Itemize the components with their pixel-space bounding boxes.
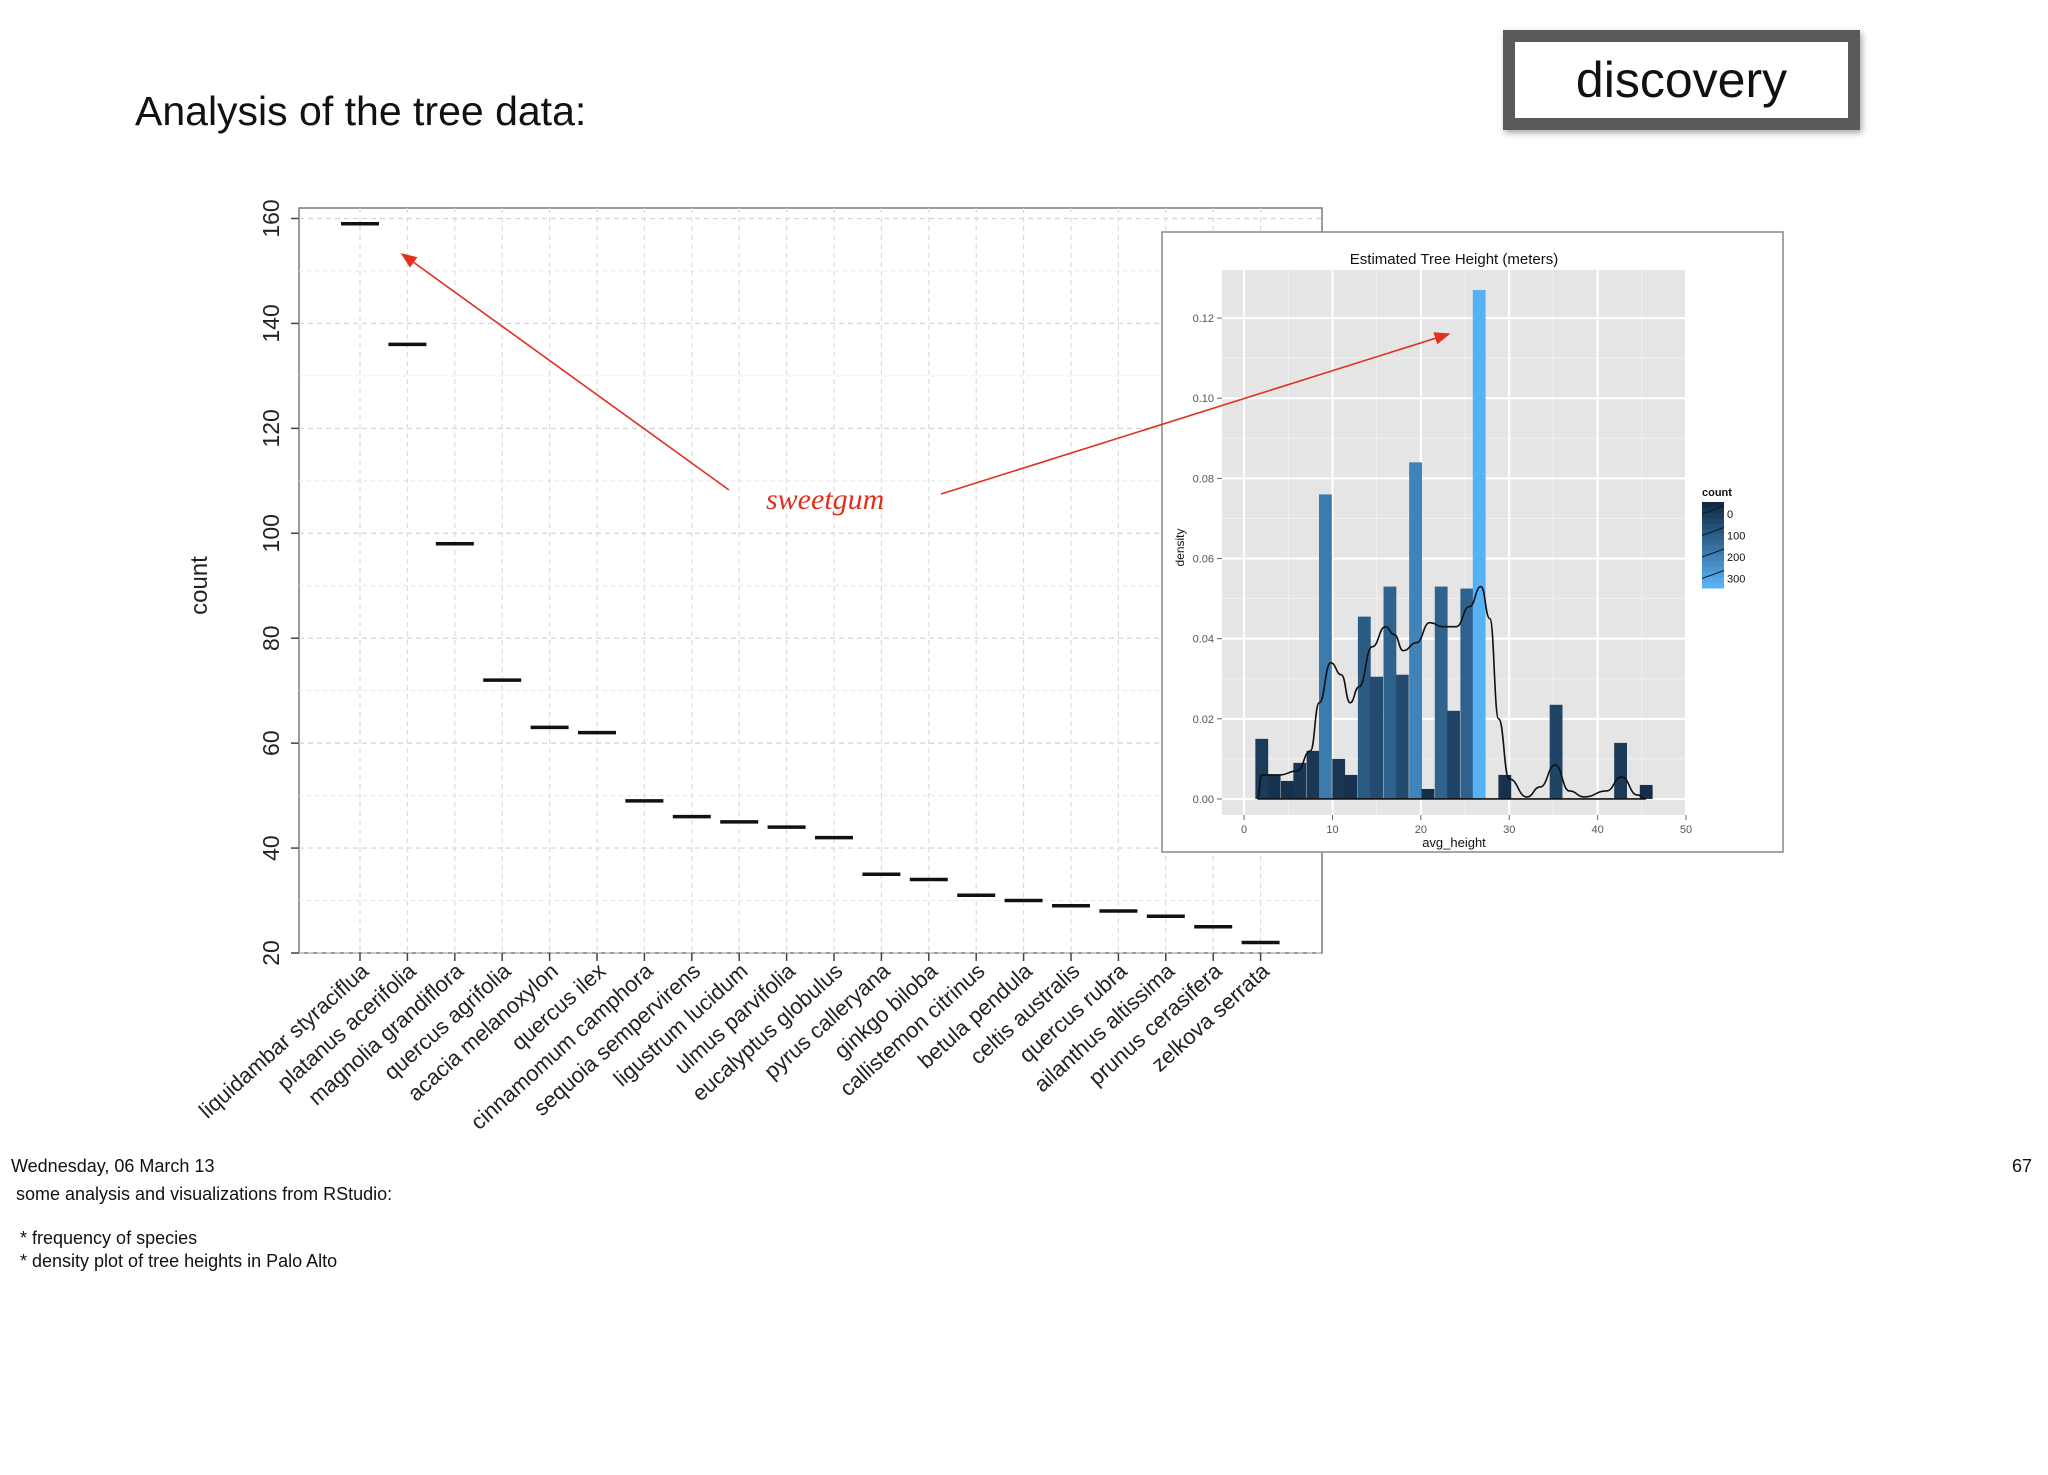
x-axis-label: avg_height: [1422, 835, 1486, 850]
slide-title: Analysis of the tree data:: [135, 88, 587, 134]
histogram-bar: [1255, 738, 1269, 799]
legend-gradient-step: [1702, 539, 1724, 546]
legend-tick: [1701, 570, 1725, 579]
histogram-bar: [1447, 710, 1460, 799]
tree-height-density-chart: 0 10 20 30 40 50 0.00 0.02 0.04 0.06 0.08 0.10 0.12 E…: [1161, 231, 1784, 853]
legend-gradient-step: [1702, 523, 1724, 530]
histogram-bar: [1421, 788, 1435, 799]
histogram-bar: [1498, 774, 1512, 799]
legend-label: 200: [1727, 552, 1745, 564]
y-tick-label: 100: [258, 514, 284, 552]
histogram-bar: [1460, 588, 1474, 799]
y-tick-label: 0.04: [1193, 634, 1214, 646]
legend-gradient-step: [1702, 512, 1724, 519]
histogram-bar: [1434, 586, 1448, 799]
legend-label: 300: [1727, 574, 1745, 586]
inset-title: Estimated Tree Height (meters): [1350, 251, 1558, 268]
histogram-bar: [1639, 784, 1653, 799]
histogram-bar: [1267, 774, 1281, 799]
plot-panel: [298, 207, 1323, 954]
speaker-note-density: * density plot of tree heights in Palo A…: [20, 1251, 338, 1271]
legend-gradient-step: [1702, 555, 1724, 562]
discovery-badge: discovery: [1503, 30, 1860, 130]
x-tick-label: 0: [1241, 824, 1247, 836]
y-tick-label: 0.02: [1193, 714, 1214, 726]
speaker-note-intro: some analysis and visualizations from RS…: [16, 1184, 393, 1204]
y-axis-label: density: [1173, 528, 1187, 566]
sweetgum-label: sweetgum: [766, 483, 884, 516]
y-tick-label: 80: [258, 625, 284, 651]
legend-gradient-step: [1702, 518, 1724, 524]
histogram-bar: [1293, 762, 1307, 799]
histogram-bar: [1344, 774, 1358, 799]
x-tick-label: 30: [1503, 824, 1515, 836]
legend-gradient-step: [1702, 545, 1724, 551]
histogram-bar: [1472, 290, 1486, 799]
speaker-note-species: * frequency of species: [20, 1228, 198, 1248]
legend-gradient-step: [1702, 561, 1724, 567]
y-tick-label: 0.08: [1193, 473, 1214, 485]
legend-label: 0: [1727, 509, 1733, 521]
y-tick-label: 40: [258, 835, 284, 861]
legend-tick: [1701, 548, 1725, 558]
x-tick-label: 40: [1591, 824, 1603, 836]
footer-date: Wednesday, 06 March 13: [11, 1156, 215, 1176]
y-tick-label: 60: [258, 730, 284, 756]
legend-tick: [1701, 527, 1725, 536]
histogram-bar: [1409, 462, 1422, 799]
histogram-bar: [1332, 758, 1346, 799]
y-tick-label: 0.12: [1193, 313, 1214, 325]
legend-gradient-step: [1702, 566, 1724, 573]
histogram-bar: [1370, 676, 1384, 799]
density-curve: [1256, 585, 1647, 800]
legend-gradient-step: [1702, 502, 1724, 508]
x-tick-label: 50: [1680, 824, 1692, 836]
legend-label: 100: [1727, 531, 1745, 543]
histogram-bar: [1549, 704, 1563, 799]
histogram-bar: [1306, 750, 1320, 799]
legend-tick: [1701, 505, 1725, 515]
y-tick-label: 140: [258, 304, 284, 342]
legend-gradient-step: [1702, 577, 1724, 584]
legend-title: count: [1702, 487, 1732, 499]
histogram-bar: [1280, 780, 1294, 799]
histogram-bar: [1357, 616, 1371, 799]
y-tick-label: 120: [258, 409, 284, 447]
y-tick-label: 160: [258, 199, 284, 237]
y-tick-label: 0.00: [1193, 794, 1214, 806]
sweetgum-arrow-height: [940, 332, 1451, 495]
badge-label: discovery: [1575, 52, 1788, 108]
histogram-bar: [1395, 674, 1409, 799]
page-number: 67: [2012, 1156, 2033, 1176]
y-tick-label: 0.10: [1193, 393, 1214, 405]
histogram-bar: [1614, 742, 1628, 799]
legend-gradient-step: [1702, 534, 1724, 541]
y-tick-label: 20: [258, 940, 284, 966]
histogram-bar: [1383, 586, 1397, 799]
x-tick-label: 10: [1326, 824, 1338, 836]
histogram-bar: [1318, 494, 1332, 799]
sweetgum-arrow-species: [400, 253, 730, 491]
y-tick-label: 0.06: [1193, 554, 1214, 566]
y-axis-label: count: [186, 556, 213, 615]
x-tick-label: 20: [1415, 824, 1427, 836]
sweetgum-annotation: sweetgum: [400, 253, 1451, 516]
legend-gradient-step: [1702, 582, 1724, 589]
